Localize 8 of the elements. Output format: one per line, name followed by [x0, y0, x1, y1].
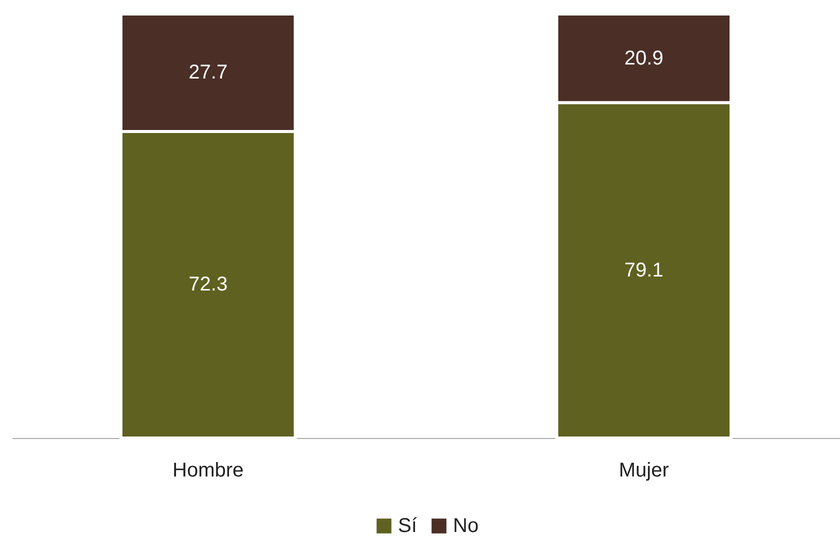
data-label: 72.3 [188, 274, 228, 296]
legend-label: Sí [398, 515, 418, 537]
data-label: 79.1 [624, 259, 664, 282]
data-label: 20.9 [624, 47, 664, 70]
x-tick-label: Mujer [618, 460, 670, 482]
x-tick-label: Hombre [172, 460, 244, 482]
legend-label: No [453, 515, 479, 537]
data-label: 27.7 [188, 62, 228, 84]
